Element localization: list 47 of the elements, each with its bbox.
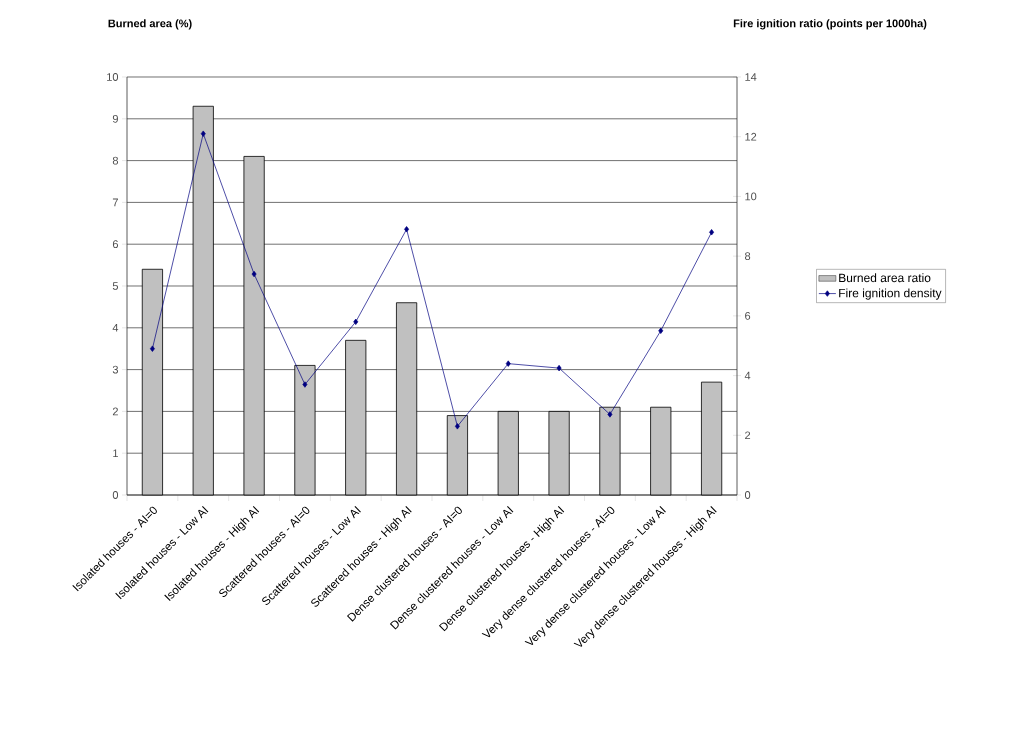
y-tick-label: 3 [112,365,119,374]
bar [548,411,570,496]
y-tick-label: 5 [112,282,119,290]
y-tick-label: 10 [107,73,119,81]
y-tick-label: 4 [112,324,119,332]
point [658,327,664,334]
point [404,226,410,233]
y2-tick-label: 4 [744,371,751,380]
y-tick-label: 9 [112,114,118,123]
point [200,130,206,137]
legend-label: Fire ignition density [839,288,942,300]
y-tick-label: 6 [112,240,119,249]
bar [345,339,367,496]
bar [497,411,519,496]
y-tick-label: 1 [113,449,118,457]
legend-label: Burned area ratio [839,273,931,283]
bar [294,365,316,496]
y2-tick-label: 0 [744,491,751,499]
y-tick-label: 7 [112,198,118,207]
point [505,360,511,367]
y2-tick-label: 14 [745,73,757,81]
point [353,318,359,325]
bar [599,406,621,496]
bar [446,415,468,496]
point [607,411,613,418]
y-axis-title: Burned area (%) [108,19,192,30]
bar [243,156,265,496]
y2-tick-label: 8 [745,252,751,261]
point [454,423,460,430]
y2-tick-label: 6 [745,311,751,320]
bar [701,381,723,496]
point [709,229,715,236]
y-tick-label: 8 [112,156,119,165]
y-tick-label: 2 [112,407,118,416]
point [149,345,155,352]
y2-tick-label: 2 [745,431,751,440]
bar [650,406,672,496]
bar [396,302,418,496]
bar [141,268,163,496]
point [251,270,257,278]
y2-tick-label: 10 [745,192,757,201]
point [556,364,562,372]
bar [192,105,214,496]
y2-axis-title: Fire ignition ratio (points per 1000ha) [733,19,927,30]
y2-tick-label: 12 [745,132,757,141]
y-tick-label: 0 [112,491,119,499]
point [302,381,308,388]
